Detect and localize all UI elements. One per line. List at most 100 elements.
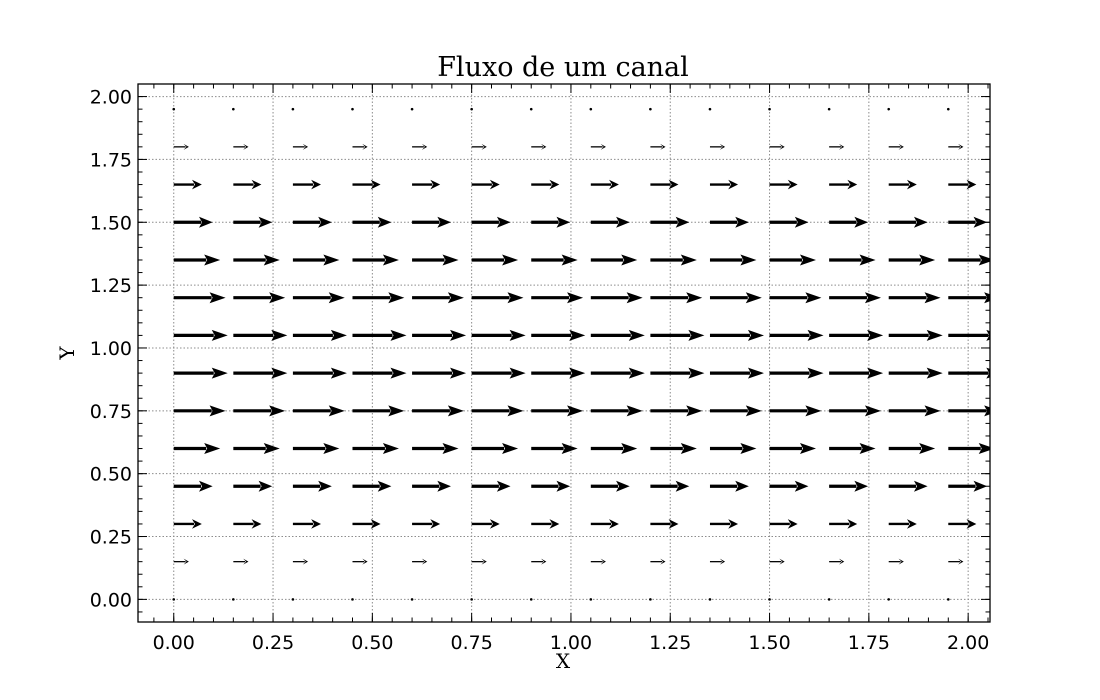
quiver-arrow <box>888 143 904 150</box>
y-tick-label: 0.25 <box>90 527 132 549</box>
quiver-arrow <box>172 107 176 111</box>
quiver-arrow <box>948 216 988 228</box>
quiver-arrow <box>887 107 891 111</box>
quiver-arrow <box>471 480 511 492</box>
quiver-arrow <box>352 443 399 455</box>
quiver-arrow <box>829 480 869 492</box>
quiver-arrow <box>412 292 464 304</box>
quiver-arrow <box>531 367 586 379</box>
quiver-arrow <box>352 480 392 492</box>
quiver-arrow <box>292 443 340 455</box>
quiver-arrow <box>769 558 785 565</box>
quiver-arrow <box>471 143 487 150</box>
quiver-arrow <box>769 179 798 190</box>
y-tick-label: 0.50 <box>90 464 132 486</box>
quiver-arrow <box>649 107 652 111</box>
quiver-arrow <box>292 519 321 529</box>
quiver-arrow <box>471 292 524 304</box>
quiver-arrow <box>529 598 533 601</box>
quiver-arrow <box>233 558 249 565</box>
quiver-arrow <box>769 519 798 529</box>
quiver-arrow <box>173 292 226 304</box>
quiver-arrow <box>650 329 705 341</box>
quiver-arrow <box>769 143 785 150</box>
quiver-arrow <box>233 179 262 190</box>
quiver-arrow <box>709 519 739 529</box>
quiver-arrow <box>590 292 643 304</box>
quiver-arrow <box>471 179 500 190</box>
quiver-arrow <box>769 216 809 228</box>
quiver-arrow <box>827 107 831 111</box>
x-tick-label: 0.50 <box>351 632 393 654</box>
quiver-arrow <box>887 598 891 601</box>
quiver-arrow <box>590 216 630 228</box>
x-tick-label: 2.00 <box>947 632 989 654</box>
quiver-arrow <box>531 143 547 150</box>
quiver-arrow <box>232 107 235 111</box>
quiver-arrow <box>948 179 977 190</box>
quiver-arrow <box>650 367 705 379</box>
quiver-arrow <box>412 480 451 492</box>
quiver-arrow <box>829 558 845 565</box>
quiver-arrow <box>410 598 414 601</box>
quiver-arrow <box>292 179 321 190</box>
quiver-arrow <box>650 558 666 565</box>
quiver-arrow <box>948 519 977 529</box>
quiver-arrow <box>829 292 881 304</box>
quiver-arrow <box>590 367 645 379</box>
quiver-arrow <box>531 179 560 190</box>
quiver-arrow <box>412 216 451 228</box>
quiver-arrow <box>708 107 712 111</box>
quiver-arrow <box>888 443 936 455</box>
quiver-arrow <box>292 405 345 417</box>
quiver-arrow <box>946 598 950 601</box>
quiver-arrow <box>709 254 757 266</box>
quiver-arrow <box>888 329 943 341</box>
quiver-arrow <box>888 405 941 417</box>
quiver-arrow <box>173 558 189 565</box>
quiver-arrow <box>352 179 381 190</box>
quiver-arrow <box>589 598 593 601</box>
quiver-arrow <box>173 143 189 150</box>
quiver-arrow <box>292 254 340 266</box>
quiver-arrow <box>888 179 917 190</box>
quiver-arrow <box>590 519 619 529</box>
x-tick-label: 1.75 <box>848 632 890 654</box>
quiver-arrow <box>292 367 347 379</box>
quiver-arrow <box>590 443 638 455</box>
quiver-arrow <box>948 329 990 341</box>
quiver-arrow <box>412 558 428 565</box>
quiver-arrow <box>650 480 690 492</box>
quiver-arrow <box>829 367 884 379</box>
quiver-arrow <box>709 558 726 565</box>
quiver-arrow <box>292 292 345 304</box>
quiver-arrow <box>352 405 405 417</box>
quiver-arrow <box>352 292 405 304</box>
quiver-arrow <box>829 216 869 228</box>
quiver-arrow <box>768 107 771 111</box>
quiver-arrow <box>948 143 964 150</box>
quiver-arrow <box>769 480 809 492</box>
quiver-arrow <box>650 179 679 190</box>
quiver-arrow <box>590 480 630 492</box>
quiver-arrow <box>233 480 273 492</box>
quiver-arrow <box>531 292 584 304</box>
quiver-arrow <box>531 405 584 417</box>
quiver-arrow <box>650 443 697 455</box>
quiver-arrow <box>233 443 280 455</box>
quiver-arrow <box>531 480 571 492</box>
quiver-arrow <box>352 254 399 266</box>
quiver-arrow <box>352 329 407 341</box>
quiver-arrow <box>946 107 950 111</box>
quiver-arrow <box>888 367 943 379</box>
quiver-arrow <box>709 443 757 455</box>
quiver-arrow <box>709 329 764 341</box>
quiver-arrow <box>292 143 309 150</box>
quiver-arrow <box>471 367 526 379</box>
quiver-arrow <box>948 292 990 304</box>
x-tick-label: 1.00 <box>550 632 592 654</box>
quiver-arrow <box>412 179 441 190</box>
quiver-arrow <box>352 519 381 529</box>
y-tick-label: 1.50 <box>90 212 132 234</box>
quiver-arrow <box>590 329 645 341</box>
